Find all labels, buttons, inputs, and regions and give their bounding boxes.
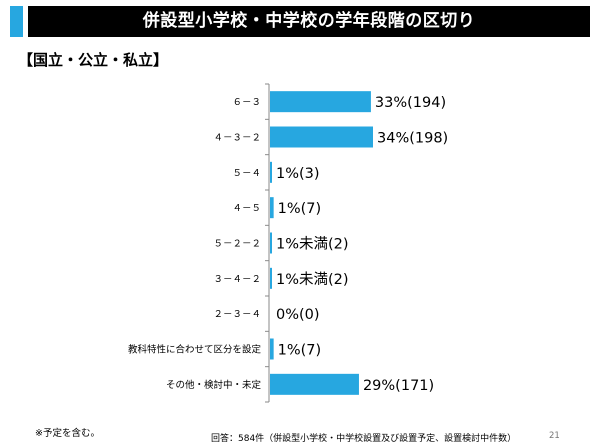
category-label: ３－４－２ (213, 274, 261, 285)
bar-chart: ６－３ 33%(194) ４－３－２ 34%(198) ５－４ 1%(3) ４－５ 1%(7)… (128, 83, 448, 403)
bar (270, 126, 373, 148)
bar (270, 232, 272, 254)
bar (270, 373, 359, 395)
title-accent (10, 6, 23, 37)
value-label: 34%(198) (377, 131, 448, 147)
category-label: 教科特性に合わせて区分を設定 (128, 344, 262, 356)
bar (270, 267, 272, 289)
category-label: その他・検討中・未定 (166, 379, 262, 391)
category-label: ２－３－４ (213, 309, 261, 320)
value-label: 0%(0) (276, 307, 320, 323)
category-label: ４－３－２ (213, 133, 261, 144)
value-label: 1%(7) (278, 201, 322, 217)
value-label: 1%(7) (278, 343, 322, 359)
bar (270, 338, 274, 360)
bar (270, 197, 274, 219)
footnote: ※予定を含む。 (35, 428, 100, 439)
slide-subtitle: 【国立・公立・私立】 (18, 51, 169, 69)
category-label: ６－３ (232, 97, 261, 108)
value-label: 1%未満(2) (276, 271, 349, 288)
value-label: 1%未満(2) (276, 236, 349, 253)
value-label: 1%(3) (276, 166, 320, 182)
slide-title: 併設型小学校・中学校の学年段階の区切り (28, 6, 590, 37)
page-number: 21 (549, 431, 560, 441)
value-label: 29%(171) (363, 378, 434, 394)
source-note: 回答：584件（併設型小学校・中学校設置及び設置予定、設置検討中件数） (211, 434, 517, 444)
bar (270, 161, 272, 183)
category-label: ４－５ (232, 203, 261, 214)
value-label: 33%(194) (375, 95, 446, 111)
category-label: ５－２－２ (213, 239, 261, 250)
bar (270, 91, 371, 113)
category-label: ５－４ (232, 168, 261, 179)
